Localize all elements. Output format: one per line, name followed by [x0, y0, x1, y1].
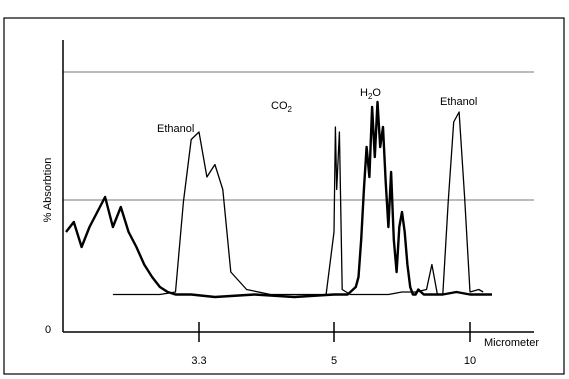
x-axis-label: Micrometer [484, 337, 539, 349]
series-layer [65, 100, 492, 299]
series-line-1 [112, 111, 484, 296]
x-tick-label-3: 10 [464, 355, 476, 367]
series-line-2 [65, 100, 492, 299]
annotation-h2o-suffix: O [372, 87, 381, 99]
annotation-ethanol-1: Ethanol [157, 123, 194, 135]
y-tick-label-0: 0 [45, 324, 51, 336]
annotation-co2-sub: 2 [288, 105, 293, 114]
y-axis-label: % Absorbtion [42, 158, 54, 223]
annotation-h2o-text: H [360, 87, 368, 99]
annotation-co2-text: CO [271, 100, 288, 112]
x-tick-label-1: 3.3 [191, 355, 206, 367]
annotation-h2o-sub: 2 [368, 92, 373, 101]
annotation-ethanol-2: Ethanol [440, 96, 477, 108]
annotation-h2o: H2O [360, 87, 381, 101]
annotation-co2: CO2 [271, 100, 293, 114]
x-tick-layer: 3.3 5 10 [191, 322, 476, 367]
chart-border [3, 17, 565, 375]
x-tick-label-2: 5 [331, 355, 337, 367]
